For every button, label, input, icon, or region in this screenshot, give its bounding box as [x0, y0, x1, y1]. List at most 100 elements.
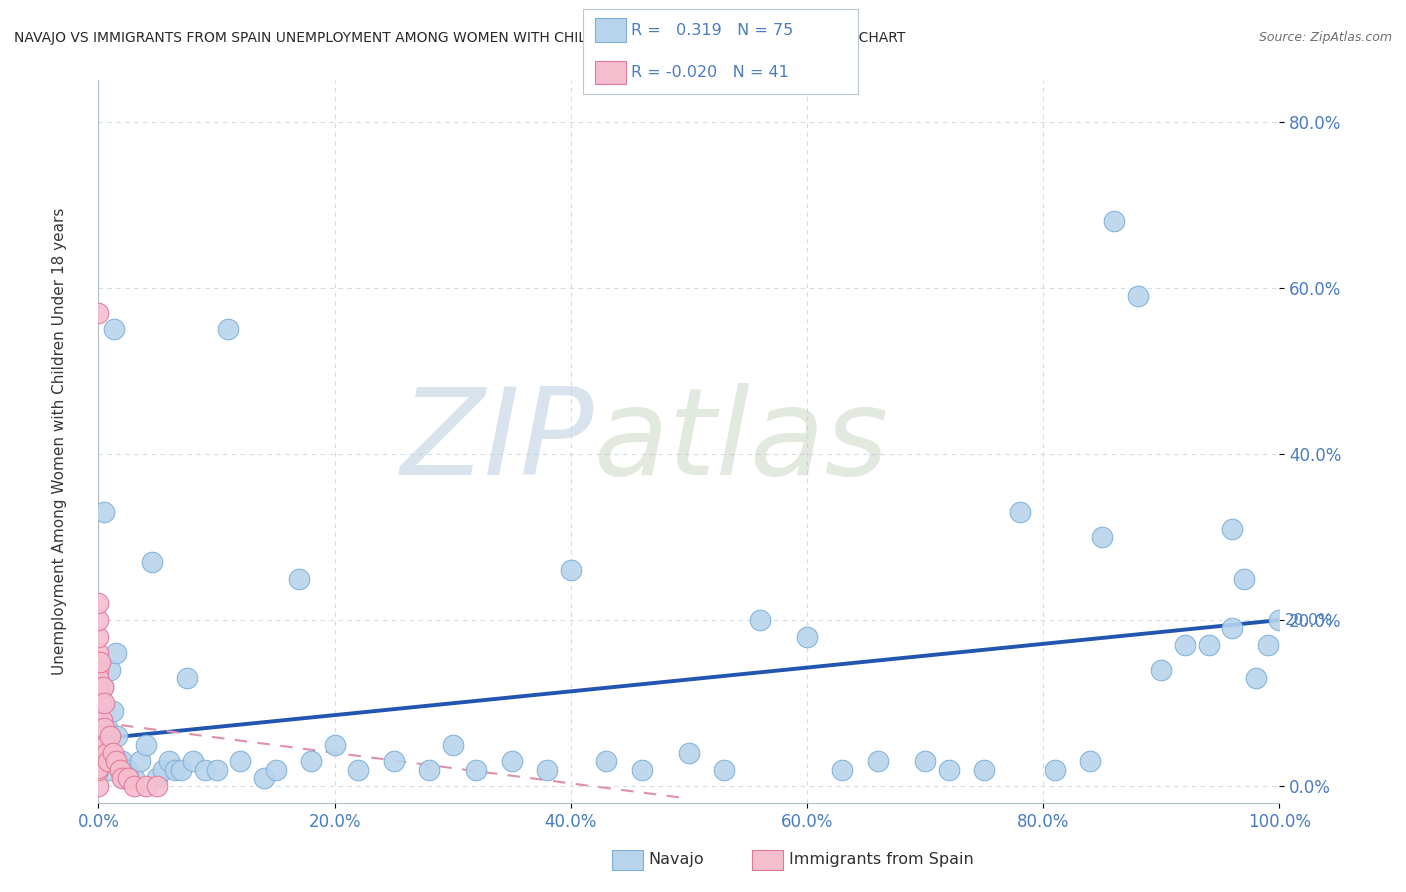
Point [1080, 754, 1102, 768]
Point [713, 763, 735, 777]
Point [1150, 663, 1173, 677]
Point [1174, 638, 1197, 652]
Point [107, 754, 129, 768]
Point [103, 322, 125, 336]
Point [323, 738, 346, 752]
Point [105, 730, 128, 744]
Point [181, 754, 204, 768]
Point [93, 505, 115, 519]
Text: Navajo: Navajo [648, 853, 704, 867]
Point [105, 646, 128, 660]
Point [93, 721, 115, 735]
Point [91, 730, 114, 744]
Point [253, 771, 276, 785]
Point [299, 754, 322, 768]
Point [98, 663, 121, 677]
Point [117, 771, 139, 785]
Point [89, 738, 111, 752]
Point [87, 730, 110, 744]
Point [96, 746, 118, 760]
Point [87, 646, 110, 660]
Point [796, 630, 818, 644]
Point [87, 705, 110, 719]
Point [105, 754, 128, 768]
Point [108, 763, 131, 777]
Point [866, 754, 889, 768]
Point [1008, 505, 1031, 519]
Point [176, 671, 198, 685]
Text: NAVAJO VS IMMIGRANTS FROM SPAIN UNEMPLOYMENT AMONG WOMEN WITH CHILDREN UNDER 18 : NAVAJO VS IMMIGRANTS FROM SPAIN UNEMPLOY… [14, 31, 905, 45]
Text: R = -0.020   N = 41: R = -0.020 N = 41 [631, 65, 789, 80]
Point [1257, 638, 1279, 652]
Text: Immigrants from Spain: Immigrants from Spain [789, 853, 973, 867]
Point [89, 655, 111, 669]
Point [100, 746, 122, 760]
Point [87, 738, 110, 752]
Point [93, 738, 115, 752]
Point [146, 771, 169, 785]
Point [157, 754, 180, 768]
Point [91, 680, 114, 694]
Point [91, 730, 114, 744]
Text: 20.0%: 20.0% [1285, 613, 1334, 628]
Point [1102, 214, 1125, 228]
Point [536, 763, 558, 777]
Point [382, 754, 405, 768]
Point [97, 754, 120, 768]
Point [217, 322, 239, 336]
Text: R =   0.319   N = 75: R = 0.319 N = 75 [631, 22, 793, 37]
Point [112, 771, 135, 785]
Point [87, 613, 110, 627]
Point [347, 763, 370, 777]
Point [87, 746, 110, 760]
Point [914, 754, 936, 768]
Point [87, 671, 110, 685]
Point [97, 754, 120, 768]
Point [94, 746, 117, 760]
Point [87, 696, 110, 710]
Point [87, 721, 110, 735]
Point [91, 680, 114, 694]
Point [938, 763, 960, 777]
Point [135, 738, 157, 752]
Point [1268, 613, 1291, 627]
Point [94, 738, 117, 752]
Point [87, 713, 110, 727]
Point [90, 696, 112, 710]
Point [87, 754, 110, 768]
Point [229, 754, 252, 768]
Point [122, 779, 145, 793]
Point [441, 738, 464, 752]
Text: ZIP: ZIP [401, 383, 595, 500]
Point [135, 779, 157, 793]
Point [170, 763, 193, 777]
Point [87, 779, 110, 793]
Point [465, 763, 488, 777]
Point [194, 763, 217, 777]
Point [128, 754, 150, 768]
Point [111, 771, 134, 785]
Point [595, 754, 617, 768]
Point [1198, 638, 1220, 652]
Point [87, 306, 110, 320]
Point [560, 563, 582, 577]
Point [87, 763, 110, 777]
Point [152, 763, 174, 777]
Point [87, 630, 110, 644]
Point [98, 730, 121, 744]
Point [101, 705, 124, 719]
Point [1244, 671, 1267, 685]
Point [831, 763, 853, 777]
Point [108, 763, 131, 777]
Point [1091, 530, 1114, 544]
Point [87, 761, 110, 775]
Point [91, 713, 114, 727]
Point [90, 696, 112, 710]
Text: atlas: atlas [595, 383, 890, 500]
Point [165, 763, 187, 777]
Point [146, 779, 169, 793]
Point [205, 763, 228, 777]
Point [87, 688, 110, 702]
Point [122, 771, 145, 785]
Point [98, 763, 121, 777]
